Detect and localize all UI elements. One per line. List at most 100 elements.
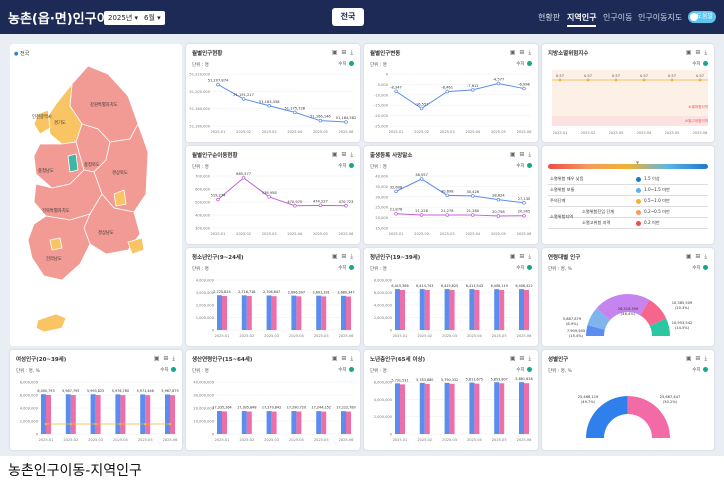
panel-tools-icon[interactable]: ▣ ⊞ ⤓ xyxy=(331,253,354,260)
panel-tools-icon[interactable]: ▣ ⊞ ⤓ xyxy=(685,49,708,56)
sort-label: 수치 xyxy=(516,266,525,271)
data-label: 6,414,743 xyxy=(416,284,433,288)
y-tick-label: 8,000,000 xyxy=(374,279,393,283)
panel-tools-icon[interactable]: ▣ ⊞ ⤓ xyxy=(509,253,532,260)
y-tick-label: 8,000,000 xyxy=(20,381,39,385)
x-tick-label: 2025.06 xyxy=(339,130,355,134)
bar-male xyxy=(469,382,475,434)
panel-pop-change: 월별인구변동 ▣ ⊞ ⤓ 단위 : 명 수치 0 -5,000 -10,000 -15… xyxy=(364,44,538,142)
data-label: 5,811,675 xyxy=(466,378,483,382)
app-title: 농촌(읍·면)인구이동 xyxy=(8,12,121,27)
month-select[interactable]: 6월 ▾ xyxy=(140,11,165,25)
data-label: 51,166,146 xyxy=(310,115,331,119)
line-chart-pop-change: 0-5,000-10,000-15,000-20,000-25,0002025.… xyxy=(374,73,532,135)
national-button[interactable]: 전국 xyxy=(332,8,364,26)
donut-slice xyxy=(640,299,667,326)
sort-toggle[interactable]: 수치 xyxy=(692,61,708,67)
sort-toggle[interactable]: 수치 xyxy=(692,367,708,373)
slice-value: 7,909,945 xyxy=(567,329,585,333)
ratio-point xyxy=(94,422,97,426)
legend-value: 0.2~0.5 미만 xyxy=(644,209,670,214)
y-tick-label: 300,000 xyxy=(195,227,211,231)
legend-group-label: 소멸위험지역 xyxy=(550,214,574,219)
sort-toggle[interactable]: 수치 xyxy=(338,61,354,67)
region-label: 전북특별자치도 xyxy=(42,209,70,214)
sort-toggle[interactable]: 수치 xyxy=(516,367,532,373)
panel-tools-icon[interactable]: ▣ ⊞ ⤓ xyxy=(509,355,532,362)
nav-migration[interactable]: 인구이동 xyxy=(603,13,633,22)
panel-unit: 단위 : 명 xyxy=(192,267,209,272)
nav-dashboard[interactable]: 현황판 xyxy=(538,13,561,22)
bar-male xyxy=(217,295,222,330)
x-tick-label: 2025.06 xyxy=(339,232,355,236)
legend-color-dot xyxy=(636,176,641,182)
extinction-legend-table: 소멸위험 매우 낮음 1.5 이상 소멸위험 보통 1.0~1.5 미만 주의단계 0.5… xyxy=(548,176,708,238)
panel-tools-icon[interactable]: ▣ ⊞ ⤓ xyxy=(153,355,176,362)
x-tick-label: 2025.01 xyxy=(215,334,230,338)
data-label: 6,415,366 xyxy=(391,284,408,288)
panel-title: 노년층인구(65세 이상) xyxy=(370,357,426,363)
sort-toggle[interactable]: 수치 xyxy=(692,265,708,271)
panel-tools-icon[interactable]: ▣ ⊞ ⤓ xyxy=(331,49,354,56)
panel-unit: 단위 : 명 xyxy=(192,63,209,68)
data-label: 17,222,789 xyxy=(336,406,355,410)
x-tick-label: 2025.05 xyxy=(313,232,328,236)
panel-title: 여성인구(20~39세) xyxy=(16,357,67,363)
sort-toggle[interactable]: 수치 xyxy=(516,163,532,169)
region-label: 경상남도 xyxy=(98,231,114,236)
legend-label: 주의단계 xyxy=(550,198,566,203)
slice-pct: (49.7%) xyxy=(581,400,596,404)
data-point xyxy=(496,214,501,218)
x-tick-label: 2025.02 xyxy=(417,438,432,442)
sort-toggle[interactable]: 수치 xyxy=(516,265,532,271)
panel-title: 월별인구순이동현황 xyxy=(192,153,238,159)
sort-toggle[interactable]: 수치 xyxy=(160,367,176,373)
panel-tools-icon[interactable]: ▣ ⊞ ⤓ xyxy=(509,49,532,56)
nav-regional-population[interactable]: 지역인구 xyxy=(567,12,597,27)
nav-migration-map[interactable]: 인구이동지도 xyxy=(638,13,683,22)
panel-tools-icon[interactable]: ▣ ⊞ ⤓ xyxy=(331,151,354,158)
y-tick-label: 3,000,000 xyxy=(196,291,215,295)
panel-title: 월별인구현황 xyxy=(192,51,223,57)
x-tick-label: 2025.02 xyxy=(239,334,254,338)
data-label: 538,958 xyxy=(262,191,278,195)
sort-toggle[interactable]: 수치 xyxy=(338,367,354,373)
bar-male xyxy=(41,394,46,434)
sort-toggle[interactable]: 수치 xyxy=(338,163,354,169)
x-tick-label: 2025.02 xyxy=(581,131,596,135)
y-tick-label: -20,000 xyxy=(374,114,389,118)
bar-female xyxy=(296,296,302,330)
bar-female xyxy=(400,289,405,330)
data-point xyxy=(670,78,674,82)
x-tick-label: 2025.04 xyxy=(637,131,653,135)
panel-gender: 성별인구 ▣ ⊞ ⤓ 단위 : 명, % 수치 25,466,119 (49.7%… xyxy=(542,350,714,450)
data-label: 685,577 xyxy=(236,172,251,176)
panel-tools-icon[interactable]: ▣ ⊞ ⤓ xyxy=(685,253,708,260)
y-tick-label: 51,220,000 xyxy=(189,73,210,77)
korea-map[interactable] xyxy=(10,44,182,346)
panel-unit: 단위 : 명, % xyxy=(16,369,40,374)
x-tick-label: 2025.03 xyxy=(440,130,455,134)
legend-label: 소멸위험진입 단계 xyxy=(582,209,615,214)
sort-label: 수치 xyxy=(338,164,347,169)
region-label: 경기도 xyxy=(54,121,66,126)
legend-color-dot xyxy=(636,209,641,215)
panel-tools-icon[interactable]: ▣ ⊞ ⤓ xyxy=(509,151,532,158)
panel-young-adult: 청년인구(19~39세) ▣ ⊞ ⤓ 단위 : 명 수치 8,000,000 6,… xyxy=(364,248,538,346)
bar-male xyxy=(241,295,247,330)
data-label: 30,426 xyxy=(467,190,480,194)
panel-tools-icon[interactable]: ▣ ⊞ ⤓ xyxy=(331,355,354,362)
map-panel: ● 전국 강원특별자치도 경기도 인천광역시 충청북도 충청남도 경상북도 전북… xyxy=(10,44,182,346)
map-region-incheon xyxy=(33,109,51,135)
help-toggle[interactable]: 도움말 xyxy=(688,11,716,23)
sort-toggle[interactable]: 수치 xyxy=(516,61,532,67)
data-point xyxy=(267,104,271,108)
data-label: 5,783,880 xyxy=(416,378,433,382)
x-tick-label: 2025.06 xyxy=(693,131,709,135)
year-select[interactable]: 2025년 ▾ xyxy=(104,11,143,25)
panel-tools-icon[interactable]: ▣ ⊞ ⤓ xyxy=(685,355,708,362)
slice-pct: (15.4%) xyxy=(569,334,584,338)
sort-dot-icon xyxy=(527,61,532,66)
sort-toggle[interactable]: 수치 xyxy=(338,265,354,271)
legend-label: 소멸위험 보통 xyxy=(550,187,575,192)
